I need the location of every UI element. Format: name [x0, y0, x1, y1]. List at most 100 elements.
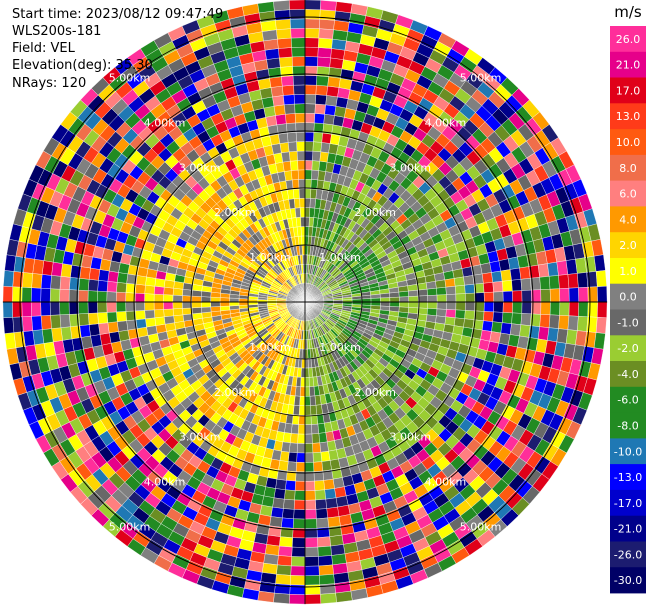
velocity-cell: [540, 289, 551, 303]
colorbar-tick-label: -1.0: [617, 316, 638, 329]
colorbar-tick-label: 0.0: [619, 291, 637, 304]
velocity-cell: [163, 294, 174, 303]
velocity-cell: [40, 315, 52, 330]
velocity-cell: [304, 546, 319, 558]
velocity-cell: [3, 270, 15, 287]
velocity-cell: [578, 301, 589, 317]
velocity-cell: [310, 405, 317, 416]
velocity-cell: [493, 291, 504, 303]
velocity-cell: [191, 301, 202, 309]
velocity-cell: [521, 289, 532, 303]
velocity-cell: [304, 462, 315, 473]
velocity-cell: [116, 291, 127, 303]
velocity-cell: [316, 75, 329, 87]
velocity-cell: [273, 488, 286, 500]
velocity-cell: [135, 310, 146, 320]
range-ring-label: 4.00km: [425, 116, 467, 129]
velocity-cell: [558, 274, 570, 289]
velocity-cell: [577, 272, 588, 288]
velocity-cell: [329, 458, 341, 471]
velocity-cell: [238, 301, 249, 306]
velocity-cell: [31, 301, 42, 317]
velocity-cell: [399, 296, 409, 303]
velocity-cell: [320, 592, 337, 604]
colorbar-tick-label: 21.0: [616, 59, 641, 72]
velocity-cell: [31, 287, 42, 303]
velocity-cell: [172, 288, 184, 296]
velocity-cell: [361, 298, 372, 303]
velocity-cell: [98, 322, 110, 335]
velocity-cell: [492, 311, 504, 323]
velocity-cell: [492, 281, 504, 293]
velocity-cell: [455, 301, 466, 311]
velocity-cell: [304, 480, 316, 491]
velocity-cell: [210, 301, 221, 308]
velocity-cell: [304, 113, 316, 124]
velocity-cell: [49, 301, 61, 316]
velocity-cell: [389, 296, 400, 303]
velocity-cell: [329, 534, 344, 547]
velocity-cell: [304, 160, 313, 171]
velocity-cell: [257, 590, 275, 603]
velocity-cell: [298, 188, 306, 199]
velocity-cell: [248, 301, 259, 306]
velocity-cell: [116, 301, 127, 313]
velocity-cell: [40, 288, 51, 303]
velocity-cell: [4, 332, 17, 350]
velocity-cell: [278, 47, 293, 59]
velocity-cell: [304, 169, 313, 180]
velocity-cell: [87, 301, 98, 314]
velocity-cell: [191, 295, 202, 303]
velocity-cell: [296, 443, 306, 454]
velocity-cell: [290, 433, 299, 444]
velocity-cell: [201, 296, 211, 303]
velocity-cell: [511, 279, 522, 292]
velocity-cell: [399, 301, 409, 308]
velocity-cell: [172, 301, 183, 310]
velocity-cell: [319, 574, 335, 585]
velocity-cell: [318, 432, 328, 443]
velocity-cell: [182, 301, 193, 309]
velocity-cell: [22, 316, 33, 332]
velocity-cell: [398, 290, 409, 298]
velocity-cell: [281, 517, 294, 529]
velocity-cell: [593, 254, 606, 272]
velocity-cell: [145, 317, 156, 328]
velocity-cell: [292, 56, 306, 67]
velocity-cell: [577, 316, 588, 332]
colorbar-tick-label: 8.0: [619, 162, 637, 175]
velocity-cell: [40, 301, 51, 316]
velocity-cell: [135, 275, 147, 286]
velocity-cell: [273, 104, 286, 116]
velocity-cell: [4, 254, 17, 272]
velocity-cell: [309, 395, 317, 406]
velocity-cell: [117, 272, 128, 284]
colorbar-tick-label: -8.0: [617, 420, 638, 433]
velocity-cell: [106, 301, 117, 313]
velocity-cell: [281, 151, 291, 163]
velocity-cell: [444, 278, 456, 288]
velocity-cell: [294, 113, 306, 124]
velocity-cell: [201, 306, 212, 314]
velocity-cell: [320, 0, 337, 12]
velocity-cell: [293, 84, 306, 95]
velocity-cell: [304, 56, 318, 67]
velocity-cell: [323, 479, 335, 490]
velocity-cell: [483, 291, 494, 303]
colorbar-unit: m/s: [614, 3, 642, 21]
velocity-cell: [509, 323, 522, 337]
velocity-cell: [282, 85, 295, 96]
velocity-cell: [549, 301, 561, 316]
velocity-cell: [445, 309, 456, 318]
velocity-cell: [502, 290, 513, 303]
velocity-cell: [153, 301, 164, 311]
velocity-cell: [408, 301, 419, 309]
velocity-cell: [304, 433, 313, 444]
velocity-cell: [537, 326, 550, 341]
velocity-cell: [325, 497, 338, 509]
velocity-cell: [417, 301, 428, 309]
range-ring-label: 1.00km: [249, 341, 291, 354]
velocity-cell: [172, 308, 184, 316]
velocity-cell: [427, 294, 438, 303]
velocity-cell: [97, 301, 108, 314]
